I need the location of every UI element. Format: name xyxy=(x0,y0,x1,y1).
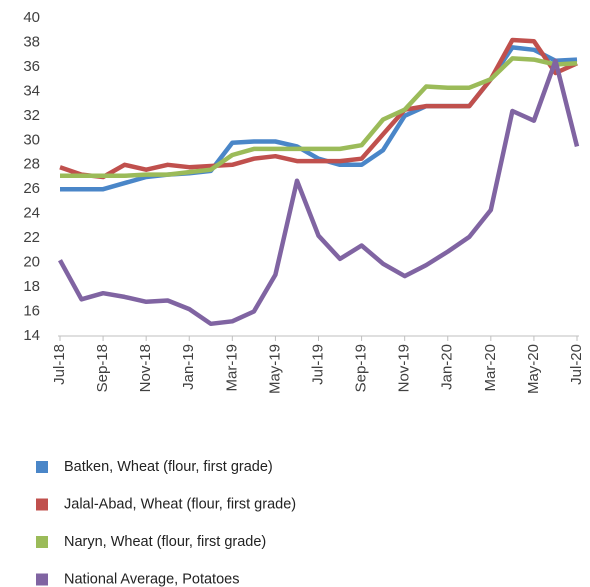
legend-label: Batken, Wheat (flour, first grade) xyxy=(64,459,273,475)
y-tick-label: 28 xyxy=(23,156,40,173)
y-tick-label: 38 xyxy=(23,33,40,50)
x-tick-label: Jul-18 xyxy=(51,344,68,385)
legend-label: Naryn, Wheat (flour, first grade) xyxy=(64,534,266,550)
x-tick-label: Jul-19 xyxy=(309,344,326,385)
y-tick-label: 34 xyxy=(23,82,40,99)
series-line xyxy=(58,58,580,327)
x-tick-label: Sep-19 xyxy=(353,344,370,392)
y-tick-label: 18 xyxy=(23,278,40,295)
legend-swatch xyxy=(36,573,48,586)
x-tick-label: Jan-19 xyxy=(180,344,197,390)
x-tick-label: Mar-20 xyxy=(482,344,499,392)
legend-swatch xyxy=(36,536,48,548)
x-tick-label: Mar-19 xyxy=(223,344,240,392)
y-tick-label: 30 xyxy=(23,131,40,148)
y-tick-label: 32 xyxy=(23,107,40,124)
y-tick-label: 14 xyxy=(23,327,40,344)
x-tick-label: Jan-20 xyxy=(439,344,456,390)
y-tick-label: 26 xyxy=(23,180,40,197)
x-tick-label: Jul-20 xyxy=(568,344,585,385)
x-tick-label: May-19 xyxy=(266,344,283,394)
legend-swatch xyxy=(36,498,48,511)
x-tick-label: May-20 xyxy=(525,344,542,394)
y-tick-label: 20 xyxy=(23,254,40,271)
legend-label: Jalal-Abad, Wheat (flour, first grade) xyxy=(64,496,296,512)
y-tick-label: 36 xyxy=(23,58,40,75)
y-tick-label: 24 xyxy=(23,205,40,222)
x-tick-label: Sep-18 xyxy=(94,344,111,392)
series-line xyxy=(60,56,578,179)
x-tick-label: Nov-18 xyxy=(137,344,154,392)
y-tick-label: 40 xyxy=(23,9,40,26)
x-tick-label: Nov-19 xyxy=(396,344,413,392)
legend-swatch xyxy=(36,461,48,473)
legend-label: National Average, Potatoes xyxy=(64,571,239,587)
y-tick-label: 16 xyxy=(23,303,40,320)
y-tick-label: 22 xyxy=(23,229,40,246)
